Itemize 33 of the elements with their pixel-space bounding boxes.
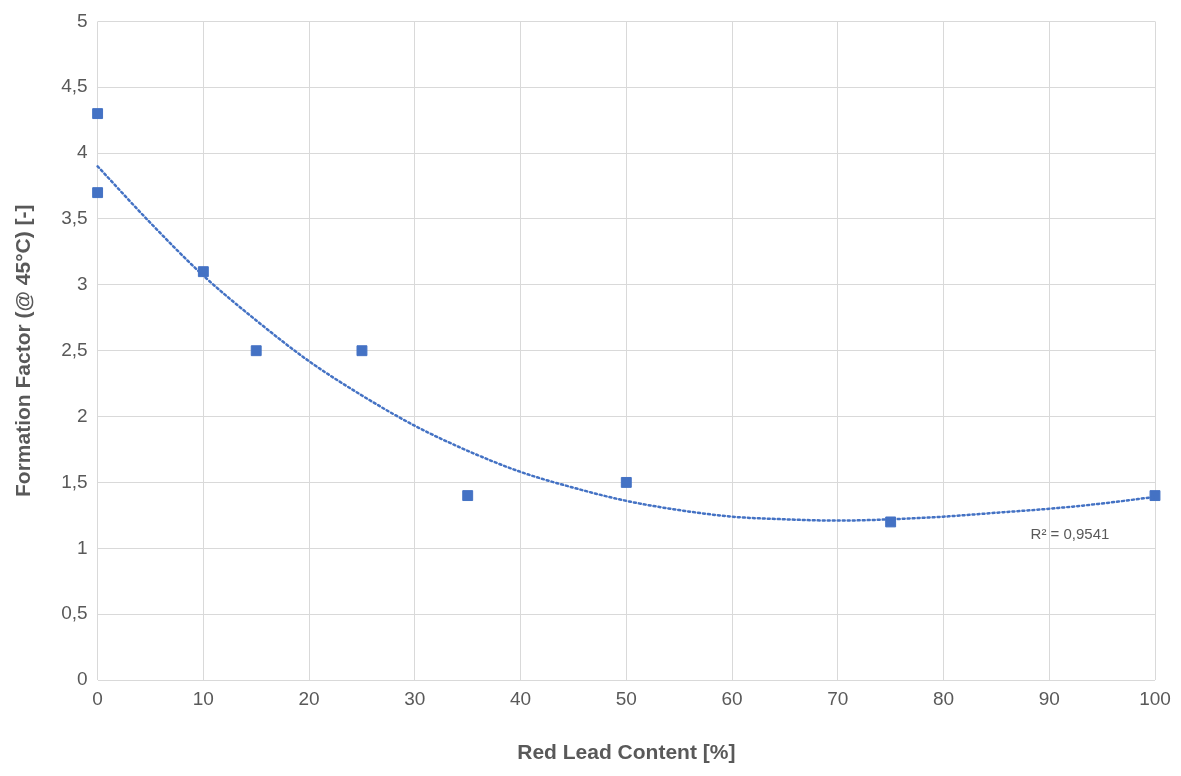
y-tick-label: 3,5	[61, 207, 88, 229]
y-tick-label: 1	[77, 536, 88, 558]
x-tick-label: 60	[721, 687, 743, 709]
y-tick-label: 2	[77, 404, 88, 426]
x-tick-label: 90	[1038, 687, 1060, 709]
x-tick-label: 20	[298, 687, 320, 709]
y-tick-label: 1,5	[61, 470, 88, 492]
y-tick-label: 3	[77, 273, 88, 295]
y-tick-label: 2,5	[61, 338, 88, 360]
x-tick-label: 0	[92, 687, 103, 709]
y-axis-title: Formation Factor (@ 45°C) [-]	[11, 204, 35, 497]
point	[620, 476, 632, 488]
y-tick-label: 0	[77, 668, 88, 690]
y-tick-label: 5	[77, 9, 88, 31]
point	[92, 187, 104, 199]
y-tick-label: 4	[77, 141, 89, 163]
point	[885, 516, 897, 528]
point	[250, 345, 262, 357]
x-tick-label: 100	[1139, 687, 1171, 709]
point	[462, 490, 474, 502]
x-tick-label: 80	[932, 687, 955, 709]
point	[356, 345, 368, 357]
x-tick-label: 10	[192, 687, 214, 709]
x-tick-label: 70	[827, 687, 849, 709]
x-tick-label: 40	[510, 687, 532, 709]
annotation: R² = 0,9541	[1030, 525, 1110, 543]
y-tick-label: 0,5	[61, 602, 88, 624]
y-tick-label: 4,5	[61, 75, 88, 97]
point	[92, 108, 104, 120]
x-axis-title: Red Lead Content [%]	[517, 740, 736, 764]
point	[1149, 490, 1161, 502]
x-tick-label: 30	[404, 687, 426, 709]
x-tick-label: 50	[615, 687, 637, 709]
